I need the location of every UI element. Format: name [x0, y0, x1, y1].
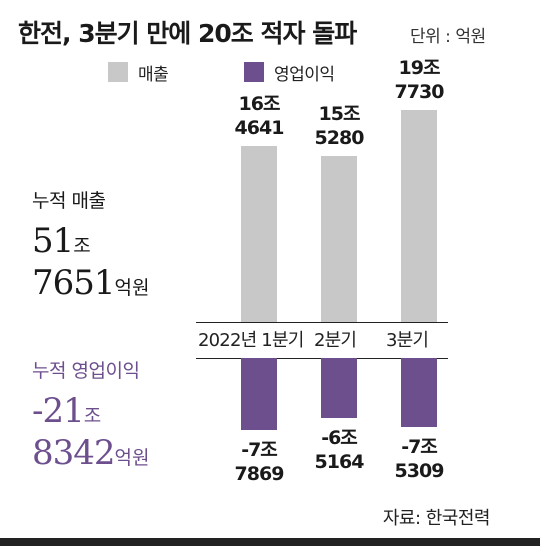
revenue-bar-q1 [241, 145, 277, 322]
summary-profit-num1: -21 [32, 391, 85, 431]
chart-title: 한전, 3분기 만에 20조 적자 돌파 [18, 19, 357, 48]
summary-revenue: 누적 매출 51조 7651억원 [32, 186, 150, 303]
unit-label: 단위 : 억원 [410, 27, 486, 47]
summary-revenue-unit1: 조 [73, 235, 91, 257]
profit-label-q2: -6조 5164 [314, 426, 365, 473]
revenue-bar-q2 [321, 155, 357, 322]
legend-item-revenue: 매출 [108, 62, 169, 85]
revenue-label-q1: 16조 4641 [234, 92, 285, 139]
summary-profit-unit2: 억원 [114, 447, 150, 469]
legend-swatch-revenue [108, 62, 128, 82]
legend-label-profit: 영업이익 [274, 64, 335, 85]
category-label-q2: 2분기 [314, 330, 357, 351]
profit-label-q1: -7조 7869 [234, 438, 285, 485]
legend-swatch-profit [244, 62, 264, 82]
summary-revenue-title: 누적 매출 [32, 190, 106, 212]
legend-item-profit: 영업이익 [244, 62, 335, 85]
summary-revenue-line1: 51조 [32, 221, 150, 261]
revenue-label-q2: 15조 5280 [314, 102, 365, 149]
bottom-bar [0, 538, 540, 546]
revenue-bar-q3 [401, 110, 437, 322]
summary-revenue-line2: 7651억원 [32, 263, 150, 303]
summary-revenue-num1: 51 [32, 221, 74, 261]
revenue-label-q3: 19조 7730 [394, 57, 445, 104]
source-note: 자료: 한국전력 [382, 508, 491, 529]
profit-bar-q3 [401, 358, 437, 428]
summary-revenue-unit2: 억원 [114, 277, 150, 299]
summary-profit-num2: 8342 [32, 433, 116, 473]
axis-line-top [196, 322, 448, 323]
summary-revenue-num2: 7651 [32, 263, 116, 303]
summary-profit-line1: -21조 [32, 391, 150, 431]
summary-profit-line2: 8342억원 [32, 433, 150, 473]
legend-label-revenue: 매출 [138, 64, 169, 85]
profit-bar-q1 [241, 358, 277, 430]
summary-profit: 누적 영업이익 -21조 8342억원 [32, 356, 150, 473]
summary-profit-title: 누적 영업이익 [32, 360, 140, 382]
profit-label-q3: -7조 5309 [394, 436, 445, 483]
profit-bar-q2 [321, 358, 357, 418]
category-label-q3: 3분기 [386, 330, 429, 351]
summary-profit-unit1: 조 [83, 405, 102, 427]
category-label-q1: 2022년 1분기 [198, 330, 304, 351]
